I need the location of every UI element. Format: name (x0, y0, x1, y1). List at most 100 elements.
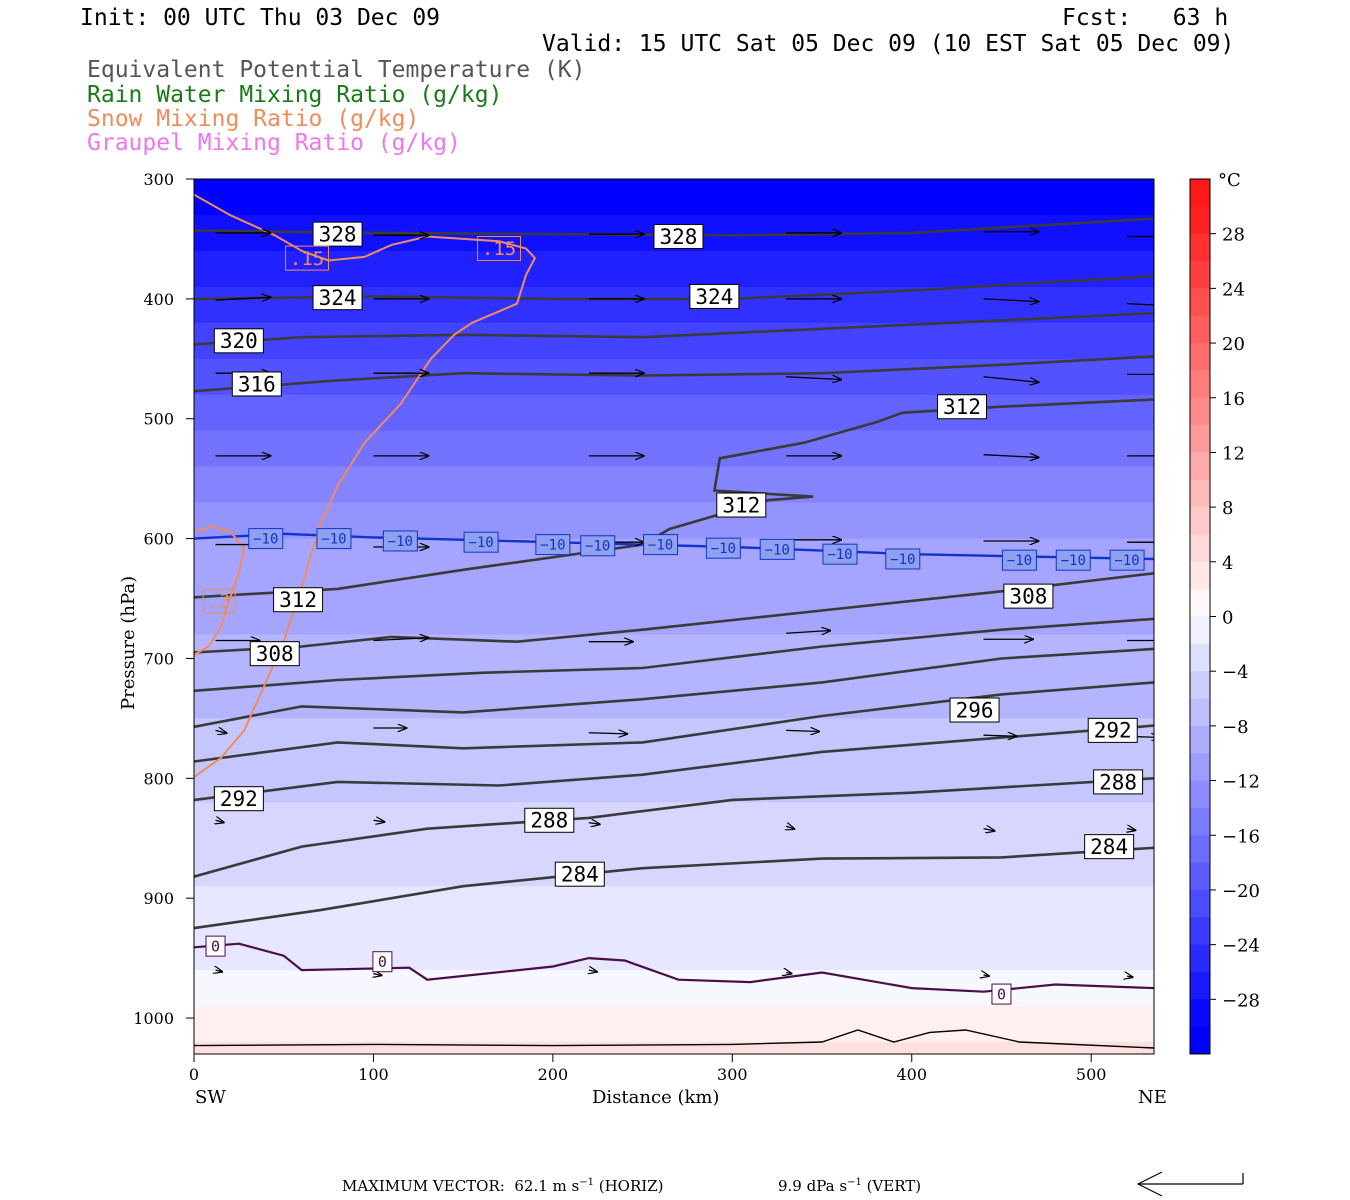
theta-e-label: 324 (312, 285, 363, 311)
temperature-band (194, 706, 1154, 719)
y-tick-label: 1000 (133, 1009, 174, 1028)
wind-arrow (373, 820, 384, 822)
x-axis-left-end: SW (195, 1087, 226, 1108)
x-tick-label: 0 (189, 1065, 199, 1084)
contour-label-text: 328 (319, 222, 357, 246)
colorbar-label: −8 (1222, 717, 1249, 738)
colorbar-swatch (1190, 862, 1210, 891)
wind-arrow (588, 733, 628, 734)
wind-arrow (373, 974, 381, 976)
contour-label-text: 320 (220, 329, 258, 353)
contour-label-box (312, 221, 363, 247)
colorbar-swatch (1190, 807, 1210, 836)
contour-label-box (1003, 583, 1054, 609)
colorbar-swatch (1190, 233, 1210, 262)
contour-label-text: −10 (890, 552, 915, 568)
forecast-hour: Fcst: 63 h (1062, 5, 1229, 31)
isotherm-minus10-label: −10 (1055, 549, 1091, 571)
contour-label-box (463, 531, 499, 553)
contour-label-text: −10 (321, 531, 346, 547)
snow-contour-.3 (194, 525, 246, 656)
contour-label-text: −10 (540, 537, 565, 553)
isotherm-minus10-label: −10 (463, 531, 499, 553)
contour-label-box (643, 534, 679, 556)
colorbar-label: 28 (1222, 225, 1245, 246)
theta-e-contour-296 (194, 681, 1154, 763)
colorbar-swatch (1190, 507, 1210, 535)
isotherm-zero (194, 942, 1154, 993)
colorbar-label: −12 (1222, 772, 1260, 793)
contour-label-box (524, 807, 575, 833)
wind-arrow (216, 820, 224, 822)
temperature-band (194, 646, 1154, 660)
theta-e-label: 296 (949, 697, 1000, 723)
contour-label-box (759, 538, 795, 560)
theta-e-label: 308 (1003, 583, 1054, 609)
y-tick-label: 800 (143, 769, 174, 788)
wind-arrow (786, 631, 830, 634)
contour-label-text: −10 (468, 535, 493, 551)
plot-frame (193, 178, 1155, 1055)
y-tick-label: 900 (143, 889, 174, 908)
legend-snow: Snow Mixing Ratio (g/kg) (87, 106, 420, 132)
colorbar-label: 16 (1222, 389, 1245, 410)
isotherm-zero-label: 0 (205, 935, 226, 957)
max-vector-text: MAXIMUM VECTOR: 62.1 m s−1 (HORIZ) (342, 1177, 664, 1195)
wind-arrow (589, 970, 597, 972)
colorbar-label: 20 (1222, 334, 1245, 355)
y-tick-label: 400 (143, 290, 174, 309)
temperature-band (194, 718, 1154, 731)
isotherm-minus10-label: −10 (759, 538, 795, 560)
contour-label-text: 296 (956, 698, 994, 722)
wind-arrow (786, 377, 841, 380)
colorbar-label: 8 (1222, 498, 1233, 519)
temperature-band (194, 334, 1154, 348)
temperature-band (194, 610, 1154, 624)
colorbar-label: −20 (1222, 881, 1260, 902)
isotherm-minus10-label: −10 (885, 548, 921, 570)
temperature-band (194, 1006, 1154, 1019)
temperature-band (194, 970, 1154, 983)
temperature-band (194, 790, 1154, 803)
contour-label-text: −10 (827, 547, 852, 563)
contour-label-box (1001, 549, 1037, 571)
wind-arrow (983, 376, 1039, 383)
temperature-band (194, 298, 1154, 312)
contour-label-text: 324 (319, 286, 357, 310)
contour-label-text: −10 (1114, 553, 1139, 569)
x-tick-label: 100 (358, 1065, 389, 1084)
y-axis-label: Pressure (hPa) (118, 575, 139, 710)
contour-label-text: −10 (388, 534, 413, 550)
colorbar-label: −24 (1222, 936, 1260, 957)
contour-label-box (1084, 834, 1135, 860)
temperature-band (194, 454, 1154, 468)
theta-e-contour-292 (194, 724, 1154, 802)
colorbar-label: 24 (1222, 279, 1245, 300)
colorbar-swatch (1190, 315, 1210, 344)
colorbar-swatch (1190, 725, 1210, 754)
temperature-band (194, 574, 1154, 588)
temperature-band (194, 886, 1154, 899)
colorbar-swatch (1190, 835, 1210, 864)
legend-graupel: Graupel Mixing Ratio (g/kg) (87, 130, 461, 156)
contour-label-text: .15 (482, 238, 516, 260)
isotherm-minus10-label: −10 (580, 535, 616, 557)
theta-e-label: 284 (1084, 834, 1135, 860)
colorbar-swatch (1190, 589, 1210, 617)
contour-label-box (312, 285, 363, 311)
contour-label-box (248, 528, 284, 550)
temperature-band (194, 994, 1154, 1007)
theta-e-label: 292 (213, 786, 264, 812)
theta-e-label: 328 (653, 224, 704, 250)
colorbar-unit: °C (1218, 170, 1241, 191)
colorbar-swatch (1190, 397, 1210, 426)
temperature-band (194, 430, 1154, 444)
contour-label-box (1055, 549, 1091, 571)
x-tick-label: 300 (717, 1065, 748, 1084)
contour-label-box (213, 328, 264, 354)
isotherm-zero-label: 0 (372, 951, 393, 973)
temperature-band (194, 934, 1154, 947)
isotherm-minus10-label: −10 (822, 543, 858, 565)
colorbar-swatch (1190, 917, 1210, 946)
x-tick-label: 200 (538, 1065, 569, 1084)
